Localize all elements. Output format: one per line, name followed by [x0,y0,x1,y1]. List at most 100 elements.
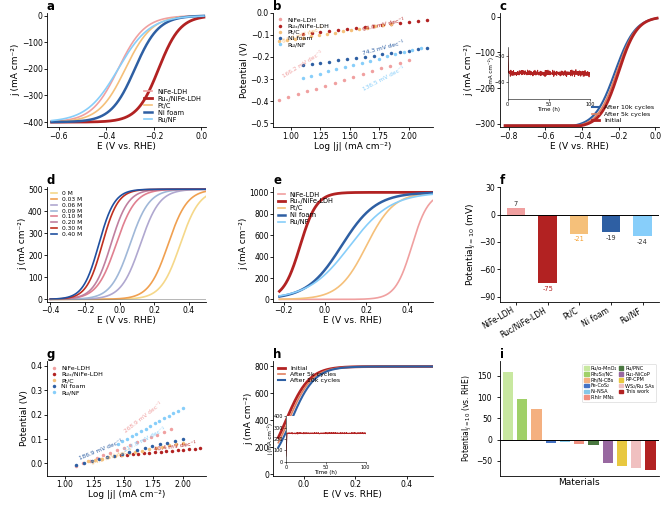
Ruₓ/NiFe-LDH [179,447,187,453]
X-axis label: E (V vs. RHE): E (V vs. RHE) [97,142,156,151]
0.06 M [46,296,54,302]
Bar [646,439,656,470]
Initial [385,363,393,370]
Ni foam [405,48,413,54]
Ru/NF [118,438,126,445]
0.09 M [97,291,105,297]
0.03 M [160,254,168,260]
Ru/NF [276,293,284,299]
0.09 M [202,186,210,192]
Ruₓ/NiFe-LDH [396,20,404,26]
Y-axis label: Potential$_{j=10}$ (mV): Potential$_{j=10}$ (mV) [465,203,478,286]
0 M [108,296,116,302]
Line: NiFe-LDH: NiFe-LDH [52,16,204,121]
Y-axis label: Potential$_{j=10}$ (vs. RHE): Potential$_{j=10}$ (vs. RHE) [462,374,474,462]
0.06 M [97,294,105,300]
Line: 0.20 M: 0.20 M [50,189,206,299]
Pt/C [386,206,394,212]
Text: d: d [47,174,56,187]
Ni foam [149,443,157,449]
Ruₓ/NiFe-LDH [200,14,208,20]
Bar [539,215,557,283]
NiFe-LDH [79,460,87,466]
Initial [293,394,301,400]
Text: g: g [47,348,56,361]
Pt/C [331,29,339,36]
After 10k cycles [293,404,301,410]
0.30 M [108,211,116,217]
0 M [46,296,54,302]
Ni foam [372,202,380,208]
Ruₓ/NiFe-LDH [151,449,159,455]
Pt/C [307,33,315,39]
Initial [653,15,661,21]
Ruₓ/NiFe-LDH [369,23,377,29]
Bar [634,215,652,236]
After 5k cycles [519,123,527,129]
Ni foam [97,113,105,119]
Ni foam [316,60,324,66]
Ru/NF [366,57,374,64]
Text: 40.4 mV dec⁻¹: 40.4 mV dec⁻¹ [153,442,196,452]
Line: Ruₓ/NiFe-LDH: Ruₓ/NiFe-LDH [301,18,428,36]
Ni foam [396,49,404,55]
Pt/C [379,22,387,28]
Ru/NF [391,51,399,57]
Text: 117.8 mV dec⁻¹: 117.8 mV dec⁻¹ [124,427,167,452]
Line: Ru/NF: Ru/NF [116,406,185,446]
0 M [65,296,73,302]
Line: NiFe-LDH: NiFe-LDH [278,58,411,102]
NiFe-LDH [377,65,385,71]
0.09 M [160,189,168,195]
Legend: After 10k cycles, After 5k cycles, Initial: After 10k cycles, After 5k cycles, Initi… [591,104,656,124]
Ni foam [387,195,395,201]
Ni foam [325,58,333,65]
Ni foam [95,456,103,462]
NiFe-LDH [372,295,380,301]
After 5k cycles [653,15,661,21]
Pt/C [294,296,302,302]
Ru/NF [429,191,437,197]
0 M [202,193,210,199]
Line: After 10k cycles: After 10k cycles [278,367,433,447]
0.40 M [159,186,167,192]
Pt/C [325,290,333,296]
NiFe-LDH [108,78,116,84]
Bar [517,399,527,439]
0.10 M [108,253,116,259]
Line: Ru/NF: Ru/NF [52,16,204,120]
Ru/NF [324,68,332,74]
Bar [617,439,627,466]
Ruₓ/NiFe-LDH [191,446,199,452]
Ruₓ/NiFe-LDH [145,449,153,455]
Ruₓ/NiFe-LDH [47,119,56,125]
Ruₓ/NiFe-LDH [316,29,324,35]
Y-axis label: j (mA cm⁻²): j (mA cm⁻²) [244,392,253,445]
Ni foam [298,63,306,69]
After 5k cycles [561,123,569,129]
Ruₓ/NiFe-LDH [143,92,151,98]
After 5k cycles [387,363,395,370]
X-axis label: Log |j| (mA cm⁻²): Log |j| (mA cm⁻²) [314,142,391,151]
After 5k cycles [335,365,343,371]
Pt/C [98,455,106,462]
After 10k cycles [385,363,393,370]
0.20 M [160,186,168,192]
NiFe-LDH [120,445,128,451]
Ni foam [369,53,377,59]
Ni foam [343,56,351,63]
Ni foam [157,23,165,29]
NiFe-LDH [200,12,208,19]
Line: NiFe-LDH: NiFe-LDH [75,428,173,467]
Ruₓ/NiFe-LDH [405,19,413,25]
NiFe-LDH [147,434,155,440]
NiFe-LDH [47,118,56,125]
Line: 0.10 M: 0.10 M [50,189,206,299]
Text: b: b [273,0,282,13]
Ruₓ/NiFe-LDH [429,189,437,195]
Line: Initial: Initial [278,367,433,437]
Line: After 5k cycles: After 5k cycles [505,18,657,126]
0.06 M [65,296,73,302]
Ni foam [163,439,171,446]
NiFe-LDH [133,439,141,446]
